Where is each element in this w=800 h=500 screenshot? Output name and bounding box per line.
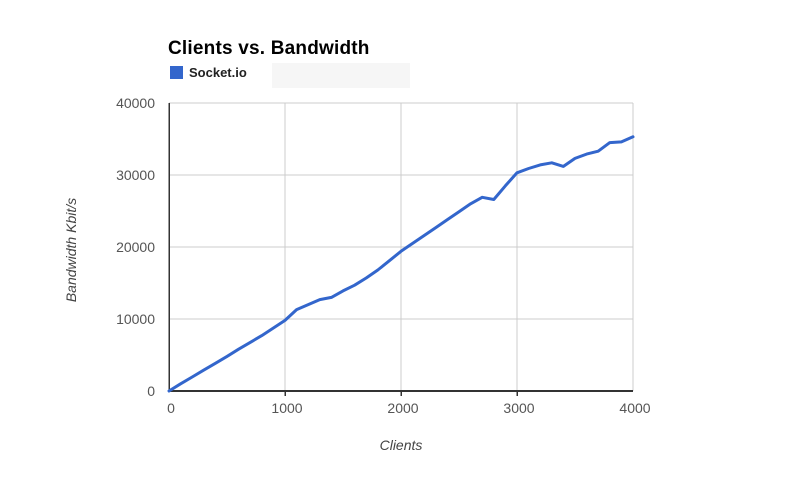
legend-background-artifact xyxy=(272,63,410,88)
svg-text:20000: 20000 xyxy=(116,239,155,255)
svg-text:3000: 3000 xyxy=(503,400,534,416)
svg-text:0: 0 xyxy=(167,400,175,416)
chart-title: Clients vs. Bandwidth xyxy=(168,38,370,59)
svg-text:1000: 1000 xyxy=(271,400,302,416)
svg-text:10000: 10000 xyxy=(116,311,155,327)
legend-label-socketio: Socket.io xyxy=(189,65,247,80)
svg-text:40000: 40000 xyxy=(116,95,155,111)
legend-swatch-socketio xyxy=(170,66,183,79)
svg-text:30000: 30000 xyxy=(116,167,155,183)
legend: Socket.io xyxy=(170,65,247,80)
svg-text:4000: 4000 xyxy=(619,400,650,416)
svg-text:0: 0 xyxy=(147,383,155,399)
x-axis-title: Clients xyxy=(379,437,423,453)
svg-text:2000: 2000 xyxy=(387,400,418,416)
y-axis-title: Bandwidth Kbit/s xyxy=(63,197,79,303)
